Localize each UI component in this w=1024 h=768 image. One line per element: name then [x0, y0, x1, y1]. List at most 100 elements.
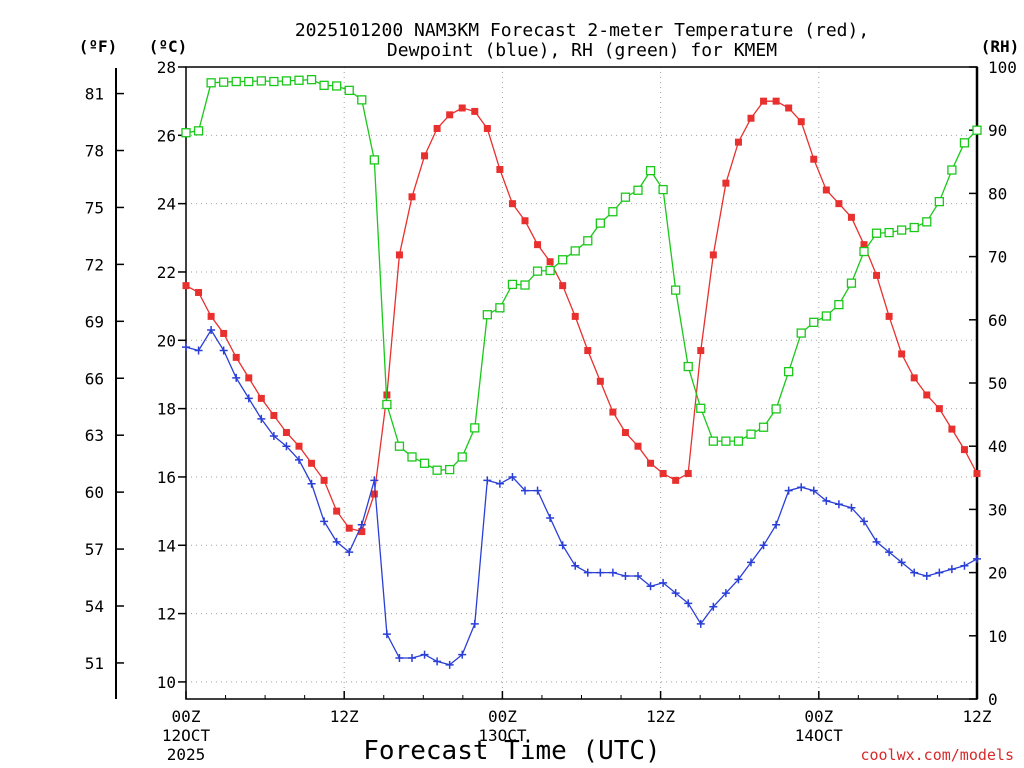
temperature-point: [195, 288, 203, 296]
rh-tick-label: 100: [988, 58, 1017, 77]
temperature-point: [935, 405, 943, 413]
temperature-point: [810, 155, 818, 163]
dewpoint-point: [747, 558, 755, 567]
fahrenheit-tick-label: 51: [85, 654, 104, 673]
rh-point: [771, 404, 781, 414]
dewpoint-point: [947, 565, 956, 574]
rh-point: [256, 76, 266, 86]
temperature-point: [182, 282, 190, 290]
temperature-point: [508, 200, 516, 208]
x-tick-label: 12Z: [963, 707, 992, 726]
rh-point: [319, 80, 329, 90]
x-tick-date-label: 14OCT: [795, 726, 844, 745]
rh-point: [570, 246, 580, 256]
fahrenheit-tick-label: 72: [85, 255, 104, 274]
dewpoint-point: [445, 660, 454, 669]
temperature-point: [797, 118, 805, 126]
rh-point: [909, 222, 919, 233]
rh-point: [281, 76, 292, 86]
temperature-point: [207, 312, 215, 320]
x-tick-label: 00Z: [804, 707, 833, 726]
rh-point: [419, 458, 430, 468]
rh-point: [633, 185, 643, 195]
fahrenheit-tick-label: 75: [85, 198, 104, 217]
temperature-point: [295, 442, 303, 450]
dewpoint-point: [295, 455, 303, 464]
series-layer: [181, 74, 982, 669]
rh-point: [520, 280, 530, 290]
temperature-point: [245, 374, 253, 382]
dewpoint-point: [973, 554, 981, 563]
rh-point: [784, 366, 794, 377]
celsius-tick-label: 12: [157, 605, 176, 624]
dewpoint-point: [910, 568, 919, 577]
fahrenheit-tick-label: 63: [85, 426, 104, 445]
rh-point: [294, 75, 304, 85]
temperature-point: [333, 507, 341, 515]
temperature-point: [722, 179, 730, 187]
dewpoint-point: [709, 602, 718, 611]
rh-tick-label: 40: [988, 437, 1007, 456]
rh-point: [206, 78, 216, 88]
rh-point: [746, 429, 756, 439]
rh-point: [181, 128, 191, 138]
temperature-point: [395, 251, 403, 259]
dewpoint-point: [546, 513, 555, 522]
rh-point: [394, 441, 405, 451]
dewpoint-point: [847, 503, 856, 512]
dewpoint-point: [671, 589, 680, 598]
dewpoint-point: [257, 414, 266, 423]
dewpoint-point: [897, 558, 906, 567]
fahrenheit-tick-label: 66: [85, 369, 104, 388]
rh-point: [482, 310, 492, 320]
rh-point: [507, 279, 518, 290]
rh-point: [532, 266, 543, 276]
dewpoint-point: [182, 343, 190, 352]
rh-axis: 0 10 20 30 40 50 60 70 80 90 100: [969, 58, 1017, 709]
rh-point: [934, 196, 944, 207]
rh-point: [897, 225, 907, 235]
temperature-point: [634, 442, 642, 450]
rh-series: [181, 74, 982, 475]
rh-point: [369, 155, 379, 165]
celsius-tick-label: 24: [157, 195, 176, 214]
dewpoint-point: [357, 520, 366, 529]
temperature-point: [308, 459, 316, 467]
temperature-point: [421, 152, 429, 160]
celsius-tick-label: 18: [157, 400, 176, 419]
temperature-point: [948, 425, 956, 433]
temperature-point: [873, 271, 881, 279]
dewpoint-point: [269, 431, 278, 440]
temperature-point: [910, 374, 918, 382]
temperature-line: [185, 100, 978, 533]
dewpoint-point: [885, 548, 894, 557]
rh-point: [545, 265, 555, 276]
dewpoint-point: [194, 346, 203, 355]
rh-line: [185, 78, 978, 471]
dewpoint-point: [834, 500, 843, 509]
temperature-point: [546, 258, 554, 266]
x-tick-date-label: 13OCT: [478, 726, 527, 745]
rh-point: [470, 423, 480, 433]
dewpoint-point: [433, 657, 442, 666]
dewpoint-point: [282, 442, 291, 451]
rh-point: [608, 207, 618, 217]
dewpoint-point: [495, 479, 504, 488]
temperature-point: [471, 107, 479, 115]
temperature-point: [282, 429, 290, 437]
dewpoint-point: [420, 650, 429, 659]
rh-tick-label: 60: [988, 311, 1007, 330]
rh-point: [834, 299, 844, 310]
rh-point: [871, 228, 882, 238]
rh-point: [457, 452, 467, 462]
rh-point: [432, 465, 442, 475]
dewpoint-point: [734, 575, 743, 584]
rh-point: [846, 278, 857, 288]
dewpoint-point: [207, 326, 216, 335]
rh-point: [658, 184, 668, 195]
temperature-point: [923, 391, 931, 399]
rh-point: [671, 285, 681, 295]
temperature-point: [960, 446, 968, 454]
